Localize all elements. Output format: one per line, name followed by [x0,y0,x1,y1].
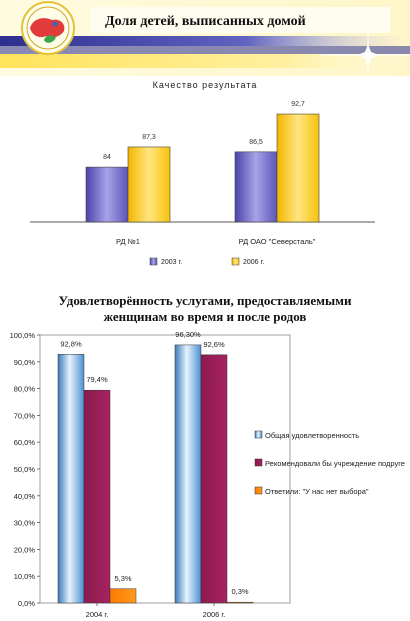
chart2-y-tick-label: 0,0% [18,599,35,608]
chart2-satisfaction: 0,0% 10,0% 20,0% 30,0% 40,0% 50,0% 60,0% 70,0% 8… [10,330,405,619]
chart2-y-tick-label: 30,0% [14,519,36,528]
chart1-quality: 84 87,3 РД №1 86,5 92,7 РД ОАО "Северсталь" 20… [30,101,375,266]
chart2-bar [83,389,111,604]
chart1-category-label: РД №1 [116,237,140,246]
chart2-y-tick-label: 90,0% [14,358,36,367]
chart2-y-tick-label: 10,0% [14,572,36,581]
title-box [90,7,390,33]
chart2-legend-swatch [254,486,263,495]
chart2-data-label: 92,8% [60,339,82,348]
chart2-data-label: 5,3% [114,574,131,583]
chart2-legend-label: Ответили: "У нас нет выбора" [265,487,369,496]
chart1-data-label: 84 [103,154,111,161]
chart1-legend-swatch [231,257,240,266]
chart2-bar [109,588,137,604]
page-title: Доля детей, выписанных домой [105,14,306,29]
chart2-data-label: 92,6% [203,340,225,349]
chart2-y-tick-label: 100,0% [10,331,36,340]
chart2-bar [174,344,202,604]
chart2-category-label: 2006 г. [203,610,226,619]
chart2-data-label: 0,3% [231,587,248,596]
chart2-legend-swatch [254,430,263,439]
chart2-title: Удовлетворённость услугами, предоставляе… [58,293,352,324]
chart1-category-label: РД ОАО "Северсталь" [239,237,316,246]
chart2-bar [226,601,254,604]
chart2-y-tick-label: 70,0% [14,411,36,420]
chart2-y-tick-label: 60,0% [14,438,36,447]
chart2-data-label: 79,4% [86,375,108,384]
chart1-data-label: 92,7 [291,101,305,108]
chart2-data-label: 96,30% [175,330,201,339]
chart2-legend-swatch [254,458,263,467]
chart2-y-tick-label: 40,0% [14,492,36,501]
sparkle-icon [320,30,410,76]
chart1-data-label: 87,3 [142,134,156,141]
chart1-data-label: 86,5 [249,139,263,146]
banner-background [0,0,410,76]
chart2-y-tick-label: 50,0% [14,465,36,474]
chart1-bar [276,113,320,223]
chart2-y-tick-label: 80,0% [14,385,36,394]
logo-emblem [21,1,75,55]
chart1-bar [85,166,129,223]
chart1-title: Качество результата [152,80,258,90]
chart2-legend-label: Общая удовлетворенность [265,431,359,440]
chart2-y-tick-label: 20,0% [14,545,36,554]
chart1-legend-label: 2006 г. [243,259,264,266]
chart1-legend-label: 2003 г. [161,259,182,266]
chart1-bar [234,151,278,223]
chart2-bar [200,354,228,604]
chart1-legend-swatch [149,257,158,266]
chart2-legend-label: Рекомендовали бы учреждение подруге [265,459,405,468]
chart2-bar [57,354,85,604]
chart2-category-label: 2004 г. [86,610,109,619]
header-banner: Доля детей, выписанных домой [0,0,410,76]
chart1-bar [127,146,171,223]
